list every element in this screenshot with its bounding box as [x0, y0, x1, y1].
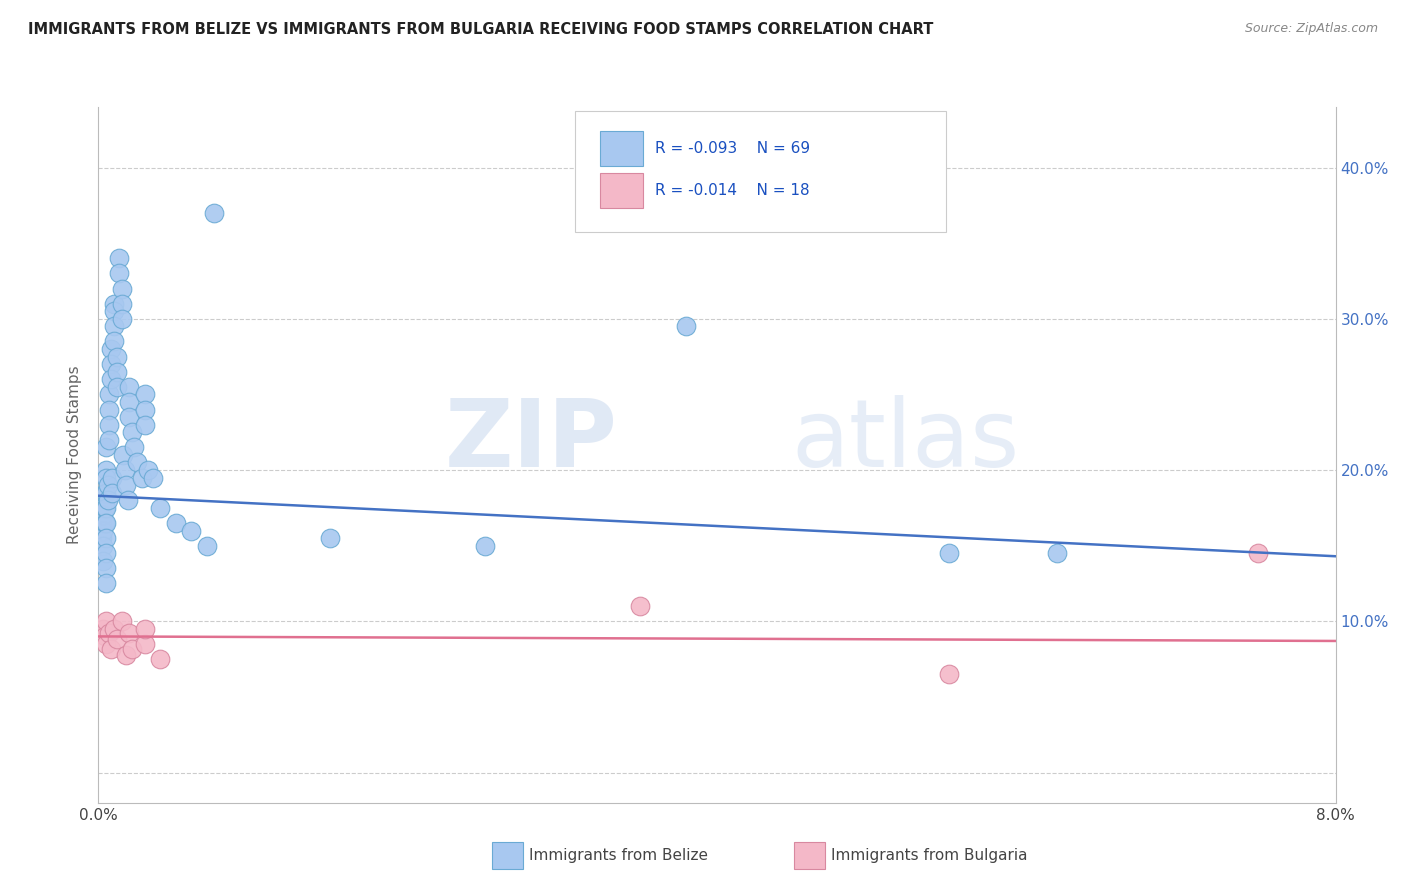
Point [98, 402, 121, 417]
Point [165, 516, 187, 530]
Point [112, 448, 135, 462]
Point [91, 539, 114, 553]
Point [96, 463, 118, 477]
Point [100, 372, 122, 386]
Point [98, 433, 121, 447]
Point [91, 508, 114, 523]
Text: R = -0.014    N = 18: R = -0.014 N = 18 [655, 183, 810, 198]
Point [97, 493, 120, 508]
FancyBboxPatch shape [575, 111, 946, 232]
Point [105, 365, 128, 379]
Point [118, 410, 141, 425]
Point [1046, 546, 1069, 560]
Point [97, 478, 120, 492]
Point [121, 641, 143, 656]
Point [98, 417, 121, 432]
Point [96, 441, 118, 455]
Point [100, 641, 122, 656]
Point [111, 615, 134, 629]
Point [1247, 546, 1270, 560]
Point [96, 531, 118, 545]
Point [134, 402, 156, 417]
Point [474, 539, 496, 553]
Point [118, 395, 141, 409]
Point [91, 622, 114, 636]
Point [96, 576, 118, 591]
Point [96, 615, 118, 629]
Point [91, 524, 114, 538]
Point [93, 500, 115, 515]
Point [111, 296, 134, 310]
Point [93, 516, 115, 530]
Point [107, 267, 129, 281]
Point [319, 531, 342, 545]
Point [96, 470, 118, 484]
Point [195, 539, 218, 553]
Y-axis label: Receiving Food Stamps: Receiving Food Stamps [67, 366, 83, 544]
Point [131, 470, 153, 484]
Point [117, 493, 139, 508]
Point [90, 531, 112, 545]
Point [103, 319, 125, 334]
Point [111, 311, 134, 326]
Point [122, 441, 145, 455]
Point [121, 425, 143, 440]
Point [180, 524, 202, 538]
Point [93, 485, 115, 500]
Point [100, 342, 122, 356]
Point [111, 281, 134, 295]
Point [134, 387, 156, 401]
Point [118, 380, 141, 394]
Point [114, 463, 136, 477]
Point [103, 334, 125, 349]
Point [100, 357, 122, 371]
Point [105, 632, 128, 647]
Point [96, 637, 118, 651]
Text: Immigrants from Bulgaria: Immigrants from Bulgaria [831, 848, 1028, 863]
Point [90, 516, 112, 530]
Point [938, 667, 960, 681]
Point [101, 470, 124, 484]
Point [101, 485, 124, 500]
Bar [599, 131, 643, 166]
Point [142, 470, 165, 484]
Point [103, 622, 125, 636]
Point [134, 637, 156, 651]
Point [91, 554, 114, 568]
Point [105, 380, 128, 394]
Point [204, 206, 226, 220]
Point [107, 252, 129, 266]
Point [96, 485, 118, 500]
Point [136, 463, 159, 477]
Point [96, 561, 118, 575]
Point [149, 500, 172, 515]
Text: IMMIGRANTS FROM BELIZE VS IMMIGRANTS FROM BULGARIA RECEIVING FOOD STAMPS CORRELA: IMMIGRANTS FROM BELIZE VS IMMIGRANTS FRO… [28, 22, 934, 37]
Point [98, 626, 121, 640]
Point [115, 648, 138, 662]
Point [134, 417, 156, 432]
Text: ZIP: ZIP [446, 395, 619, 487]
Point [149, 652, 172, 666]
Point [127, 455, 149, 469]
Point [675, 319, 697, 334]
Bar [599, 173, 643, 208]
Point [103, 296, 125, 310]
Point [105, 350, 128, 364]
Point [134, 622, 156, 636]
Point [115, 478, 138, 492]
Text: R = -0.093    N = 69: R = -0.093 N = 69 [655, 141, 810, 156]
Point [96, 546, 118, 560]
Point [118, 626, 141, 640]
Text: Source: ZipAtlas.com: Source: ZipAtlas.com [1244, 22, 1378, 36]
Point [98, 387, 121, 401]
Point [103, 304, 125, 318]
Point [90, 500, 112, 515]
Point [96, 500, 118, 515]
Text: Immigrants from Belize: Immigrants from Belize [529, 848, 707, 863]
Point [93, 629, 115, 643]
Point [628, 599, 651, 614]
Text: atlas: atlas [792, 395, 1019, 487]
Point [938, 546, 960, 560]
Point [96, 516, 118, 530]
